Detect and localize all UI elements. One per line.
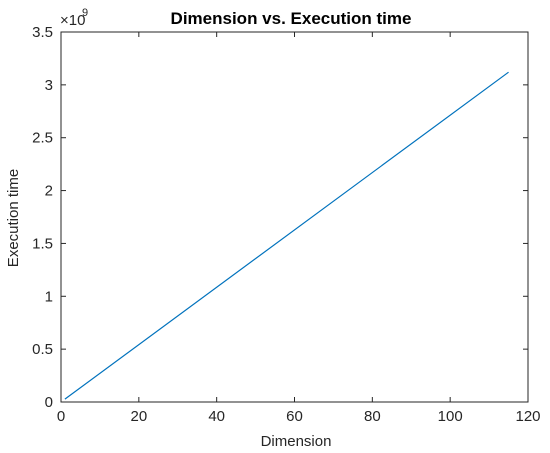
y-tick-label: 0.5 xyxy=(32,341,53,358)
y-axis-label: Execution time xyxy=(5,169,22,267)
x-tick-label: 40 xyxy=(208,408,225,425)
series-line xyxy=(64,71,509,400)
y-tick-label: 2 xyxy=(45,183,53,200)
axes-box xyxy=(60,31,529,403)
x-tick-label: 100 xyxy=(438,408,463,425)
x-tick-label: 60 xyxy=(286,408,303,425)
y-tick-label: 1.5 xyxy=(32,235,53,252)
chart-title: Dimension vs. Execution time xyxy=(171,9,412,28)
x-tick-label: 120 xyxy=(515,408,540,425)
x-tick-label: 80 xyxy=(364,408,381,425)
y-tick-label: 2.5 xyxy=(32,130,53,147)
x-axis-label: Dimension xyxy=(261,433,332,450)
y-tick-label: 0 xyxy=(45,394,53,411)
y-tick-label: 3 xyxy=(45,77,53,94)
plot-area: 0 20 40 60 80 100 120 0 0.5 1 1.5 2 2.5 3 3.5 xyxy=(32,24,540,425)
y-tick-label: 1 xyxy=(45,288,53,305)
x-tick-label: 20 xyxy=(130,408,147,425)
y-exponent-base: ×10 xyxy=(60,12,85,29)
y-exponent-power: 9 xyxy=(82,7,88,19)
x-tick-label: 0 xyxy=(57,408,65,425)
y-axis-exponent: ×10 9 xyxy=(60,7,88,29)
y-tick-label: 3.5 xyxy=(32,24,53,41)
